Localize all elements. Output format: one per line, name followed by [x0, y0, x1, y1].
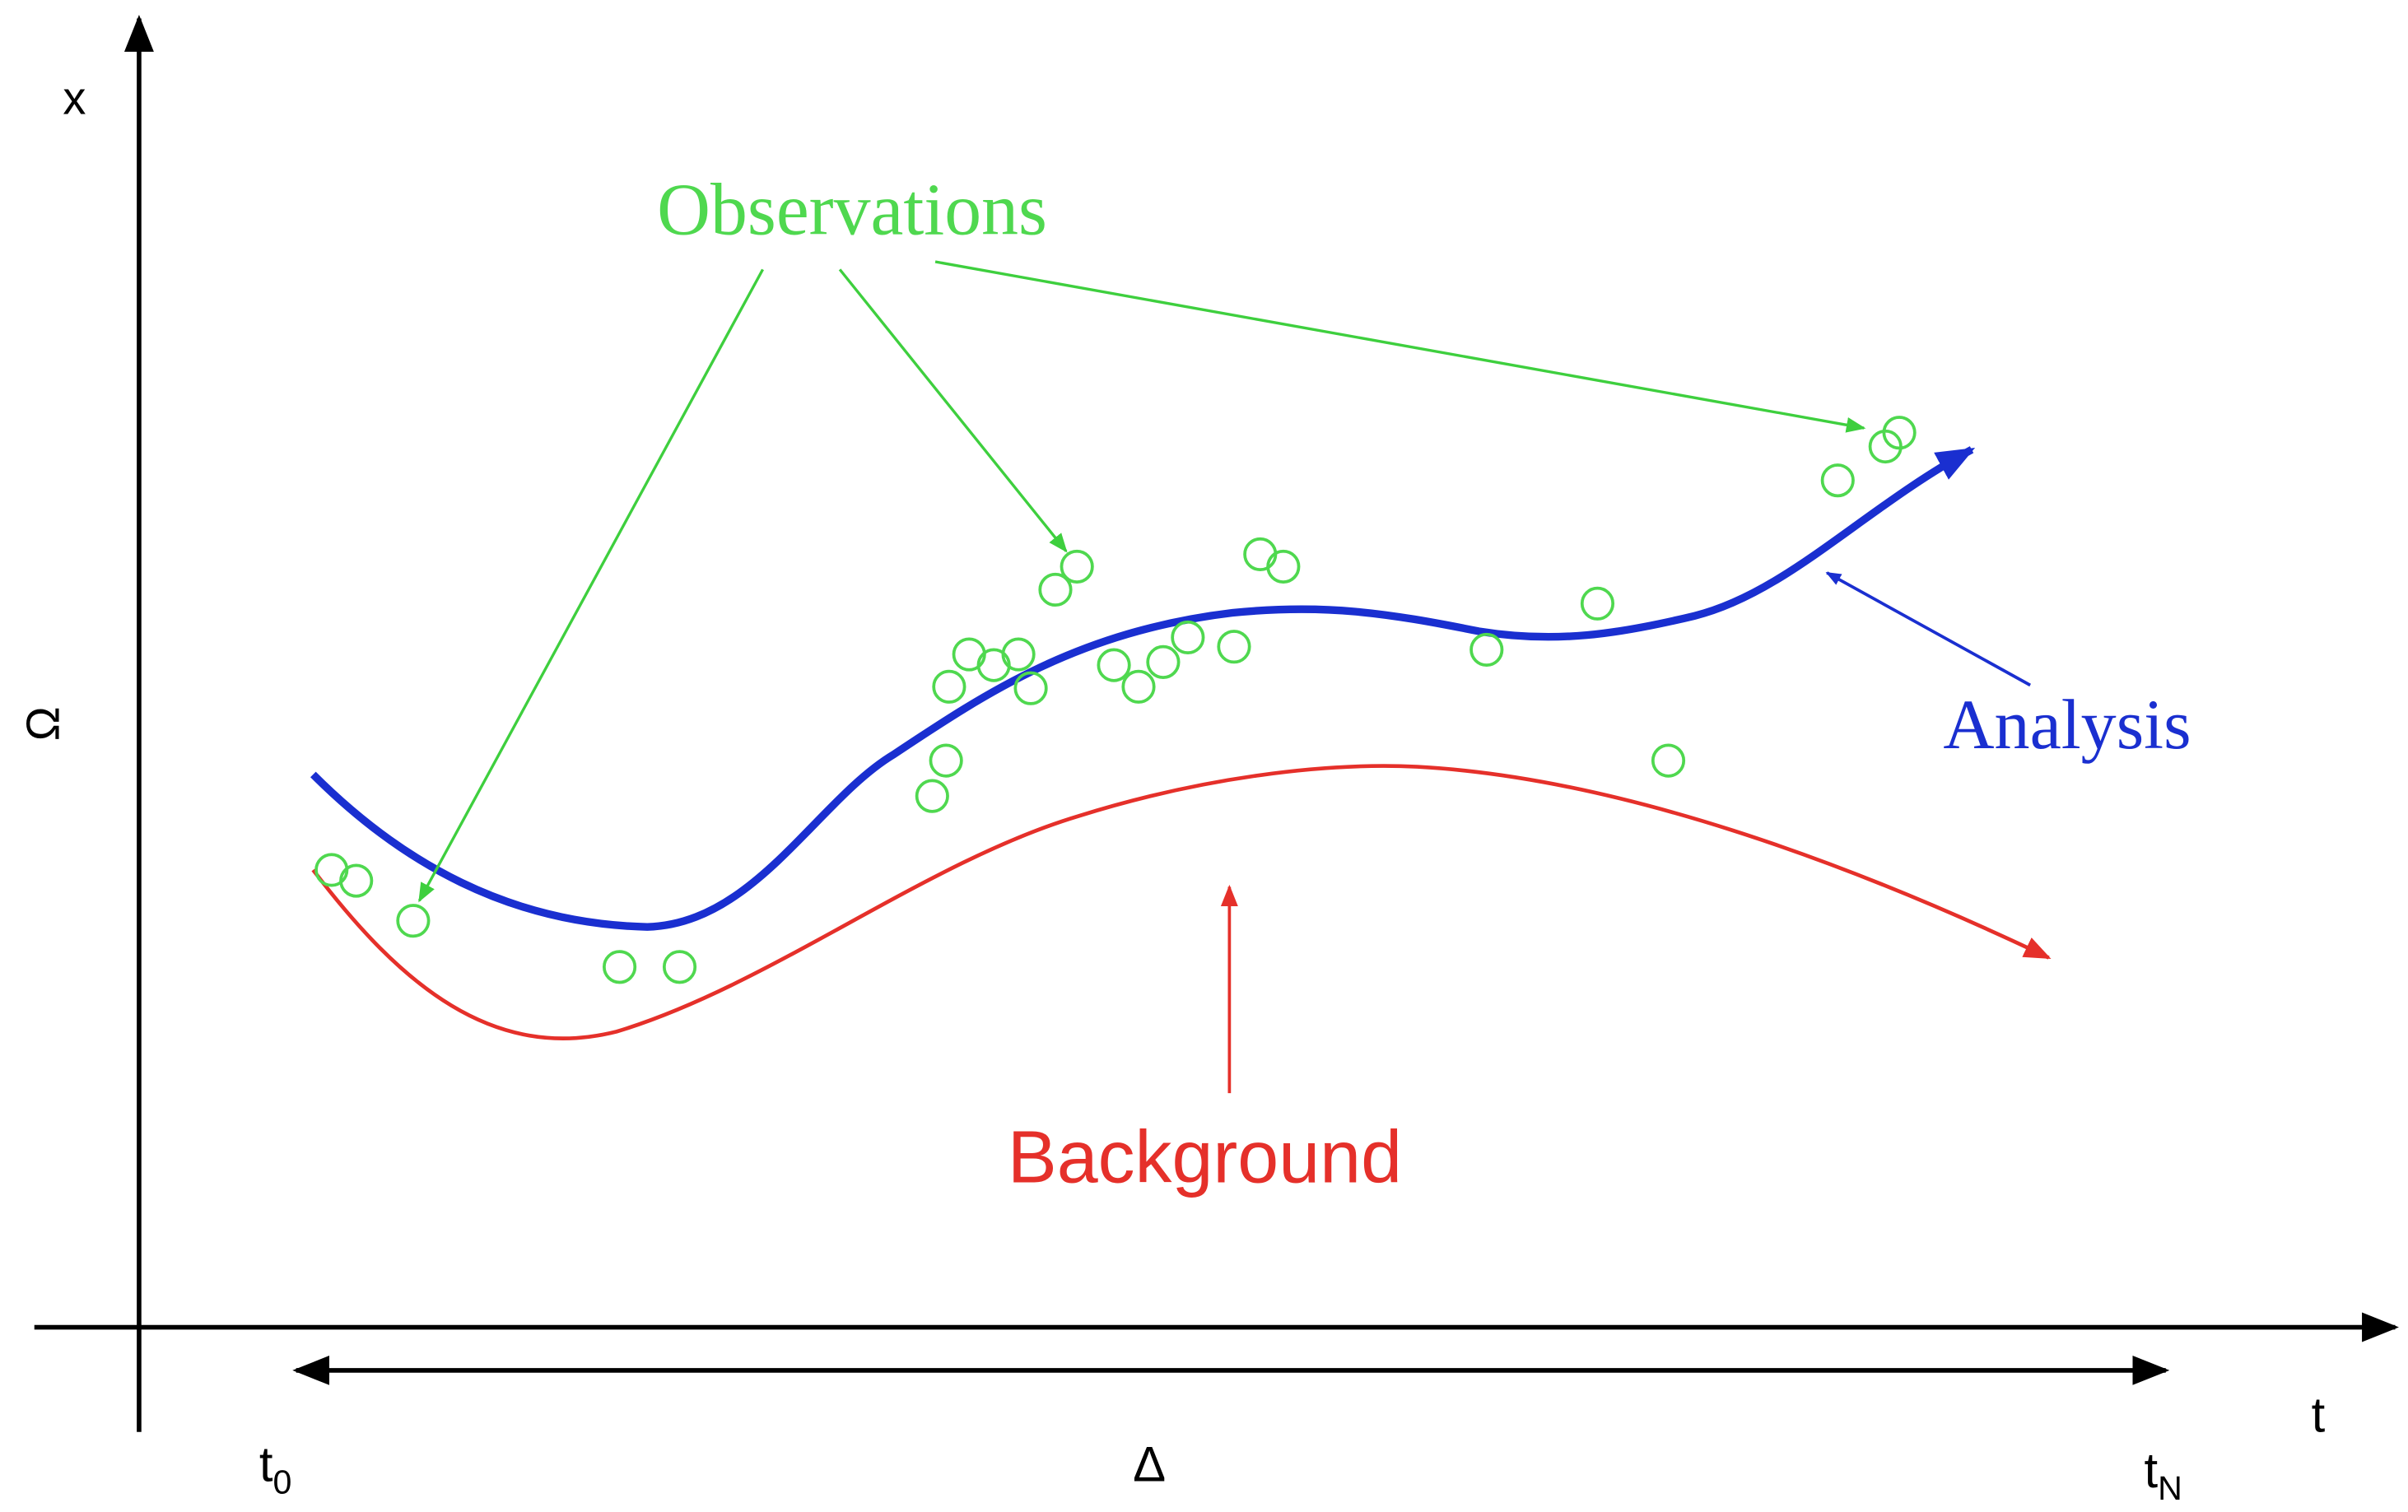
t-start-sub: 0 [272, 1463, 291, 1501]
background-label: Background [1008, 1117, 1402, 1199]
y-axis-label: x [63, 72, 86, 123]
analysis-curve [310, 446, 1976, 931]
t-start: t0 [259, 1437, 292, 1501]
analysis-pointer [1825, 571, 2032, 687]
t-end-base: t [2145, 1443, 2159, 1498]
observations-label: Observations [657, 169, 1047, 250]
y-side-label: Ω [17, 706, 69, 741]
x-axis-label: t [2312, 1388, 2326, 1443]
t-end-sub: N [2158, 1469, 2182, 1507]
t-end: tN [2145, 1443, 2182, 1507]
t-start-base: t [259, 1437, 273, 1492]
observation-pointers [417, 260, 1866, 903]
background-curve [311, 764, 2052, 1040]
analysis-label: Analysis [1943, 685, 2191, 764]
observation-points [314, 416, 1917, 984]
interval-label: Δ [1133, 1437, 1166, 1492]
